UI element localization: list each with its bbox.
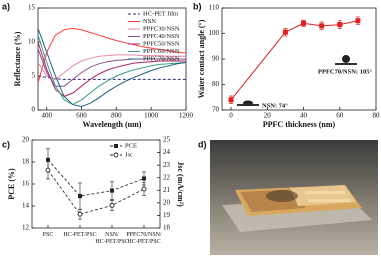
x-tick-label: 400 bbox=[41, 112, 52, 120]
photo bbox=[210, 140, 378, 255]
y2-tick-label: 23 bbox=[163, 161, 171, 169]
y-tick-label: 10 bbox=[28, 38, 36, 46]
marker bbox=[45, 167, 51, 173]
panel-label: d) bbox=[198, 139, 207, 149]
panel-label: a) bbox=[2, 1, 10, 11]
annotation: NSN: 74° bbox=[262, 102, 288, 109]
marker bbox=[110, 188, 114, 193]
point bbox=[355, 18, 361, 24]
y2-tick-label: 24 bbox=[163, 148, 171, 156]
x-tick-label: PSC bbox=[42, 232, 54, 238]
y-tick-label: 16 bbox=[22, 180, 30, 188]
y-tick-label: 14 bbox=[22, 202, 30, 210]
series-line bbox=[37, 35, 187, 106]
point bbox=[228, 97, 234, 103]
legend-label: NSN bbox=[143, 18, 156, 25]
legend-label: PPFC60/NSN bbox=[143, 48, 180, 55]
series-line bbox=[37, 27, 187, 83]
y-axis-label: Water contact angle (°) bbox=[197, 19, 206, 98]
x-tick-label: 600 bbox=[76, 112, 87, 120]
x-tick-label: 800 bbox=[111, 112, 122, 120]
y-tick-label: 12 bbox=[22, 224, 30, 232]
droplet-large bbox=[335, 55, 357, 65]
panel-label: c) bbox=[2, 139, 10, 149]
series-line bbox=[47, 169, 145, 215]
x-axis-label: Wavelength (nm) bbox=[83, 120, 142, 129]
y-axis-label: Reflectance (%) bbox=[13, 31, 22, 86]
series-line bbox=[37, 54, 186, 80]
x-tick-label: 20 bbox=[264, 112, 272, 120]
x-tick-label: NSN/ HC-PET/PSC bbox=[95, 232, 129, 245]
legend-label: PPFC70/NSN bbox=[143, 55, 180, 62]
series-line bbox=[37, 28, 187, 108]
marker bbox=[78, 194, 82, 199]
marker bbox=[142, 176, 146, 181]
legend-marker bbox=[114, 144, 118, 148]
y-tick-label: 15 bbox=[28, 4, 36, 12]
legend-label: PCE bbox=[125, 142, 137, 149]
point bbox=[282, 29, 288, 35]
marker bbox=[141, 186, 147, 192]
panel-label: b) bbox=[193, 1, 202, 11]
x-tick-label: 1200 bbox=[179, 112, 194, 120]
y2-tick-label: 19 bbox=[163, 211, 171, 219]
x-axis-label: PPFC thickness (nm) bbox=[263, 120, 336, 129]
legend-label: PPFC30/NSN bbox=[143, 25, 180, 32]
y2-tick-label: 21 bbox=[163, 186, 171, 194]
point bbox=[337, 22, 343, 28]
y-axis-label: PCE (%) bbox=[7, 168, 16, 200]
y-tick-label: 70 bbox=[212, 106, 220, 114]
legend-label: Jsc bbox=[125, 151, 133, 158]
legend-label: HC-PET film bbox=[143, 10, 178, 17]
y-tick-label: 100 bbox=[209, 29, 220, 37]
annotation: PPFC70/NSN: 105° bbox=[318, 68, 372, 75]
y-tick-label: 5 bbox=[32, 72, 36, 80]
y-tick-label: 0 bbox=[32, 106, 36, 114]
legend-marker bbox=[113, 152, 119, 158]
marker bbox=[109, 202, 115, 208]
x-tick-label: 0 bbox=[229, 112, 233, 120]
x-tick-label: PPFC70/NSN/ HC-PET/PSC bbox=[126, 232, 162, 245]
x-tick-label: 60 bbox=[336, 112, 344, 120]
y2-tick-label: 25 bbox=[163, 136, 171, 144]
y2-tick-label: 22 bbox=[163, 173, 171, 181]
y-tick-label: 18 bbox=[22, 158, 30, 166]
point bbox=[301, 20, 307, 26]
x-tick-label: HC-PET/PSC bbox=[63, 232, 97, 238]
x-tick-label: 40 bbox=[300, 112, 308, 120]
series-line bbox=[37, 41, 186, 97]
droplet-small bbox=[237, 100, 259, 106]
marker bbox=[77, 211, 83, 217]
x-tick-label: 80 bbox=[373, 112, 381, 120]
series-line bbox=[230, 20, 359, 101]
plot-frame bbox=[31, 139, 161, 229]
y2-axis-label: Jsc (mA/cm²) bbox=[176, 161, 185, 207]
y-tick-label: 20 bbox=[22, 136, 30, 144]
x-tick-label: 1000 bbox=[144, 112, 159, 120]
legend-label: PPFC50/NSN bbox=[143, 40, 180, 47]
y-tick-label: 110 bbox=[209, 4, 220, 12]
legend-label: PPFC40/NSN bbox=[143, 33, 180, 40]
y-tick-label: 90 bbox=[212, 55, 220, 63]
y2-tick-label: 18 bbox=[163, 224, 171, 232]
plot-frame bbox=[221, 7, 377, 111]
y2-tick-label: 20 bbox=[163, 198, 171, 206]
series-line bbox=[47, 159, 145, 197]
y-tick-label: 80 bbox=[212, 80, 220, 88]
point bbox=[319, 23, 325, 29]
series-line bbox=[37, 48, 186, 87]
marker bbox=[46, 157, 50, 162]
